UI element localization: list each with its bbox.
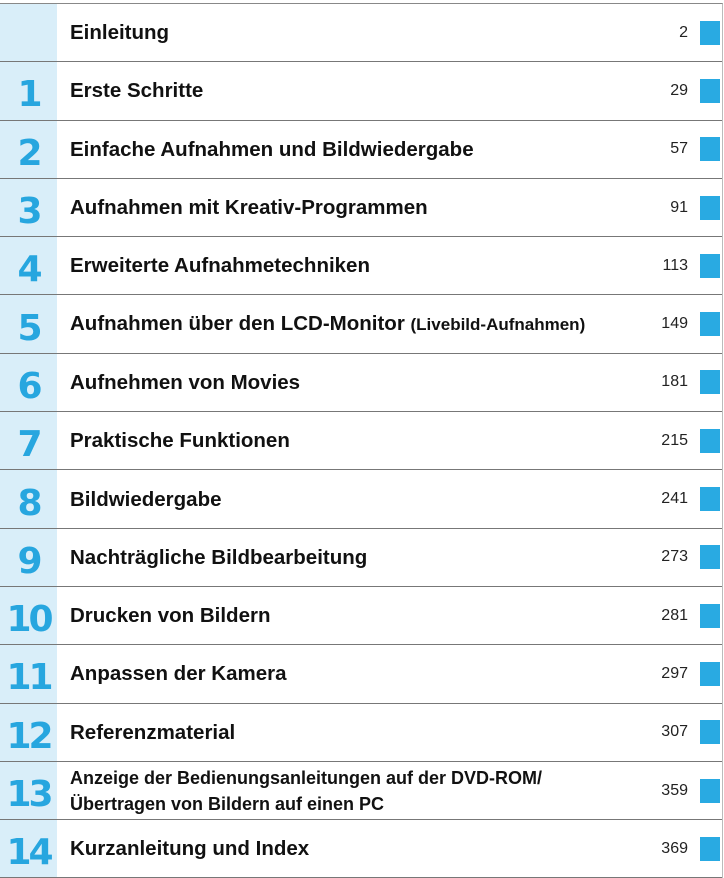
chapter-number: 14 [0,820,57,878]
title-text: Bildwiedergabe [70,487,222,511]
title-line: Übertragen von Bildern auf einen PC [70,793,385,814]
title-text: Anpassen der Kamera [70,662,287,686]
page-number: 181 [661,373,688,391]
toc-row[interactable]: 11 Anpassen der Kamera 297 [0,645,722,704]
chapter-tab [700,661,720,686]
toc-row[interactable]: 1 Erste Schritte 29 [0,62,722,121]
chapter-title: Einleitung [70,19,640,46]
title-text: Einleitung [70,21,170,45]
chapter-number: 10 [0,586,57,645]
title-note: (Livebild-Aufnahmen) [410,315,586,335]
title-text: Drucken von Bildern [70,604,271,628]
chapter-number: 5 [0,295,57,353]
title-text: Aufnahmen über den LCD-Monitor [70,312,405,336]
chapter-title: Anpassen der Kamera [70,660,640,687]
title-text: Erweiterte Aufnahmetechniken [70,254,370,278]
chapter-title: Aufnahmen über den LCD-Monitor (Livebild… [70,310,640,338]
chapter-number [0,4,57,62]
title-text: Kurzanleitung und Index [70,837,310,861]
chapter-title: Anzeige der Bedienungsanleitungen auf de… [70,765,640,817]
toc-row[interactable]: 9 Nachträgliche Bildbearbeitung 273 [0,528,722,587]
toc-row[interactable]: 4 Erweiterte Aufnahmetechniken 113 [0,237,722,296]
chapter-title: Bildwiedergabe [70,486,640,513]
page-number: 215 [661,431,688,449]
chapter-number: 8 [0,470,57,528]
chapter-tab [700,836,720,861]
chapter-tab [700,428,720,453]
toc-row[interactable]: 8 Bildwiedergabe 241 [0,470,722,529]
chapter-number: 13 [0,761,57,820]
title-text: Referenzmaterial [70,720,236,744]
toc-row[interactable]: 7 Praktische Funktionen 215 [0,412,722,471]
page-number: 2 [679,23,688,41]
chapter-number: 1 [0,62,57,120]
page-number: 241 [661,490,688,508]
chapter-title: Drucken von Bildern [70,602,640,629]
chapter-number: 9 [0,528,57,586]
page-number: 307 [661,723,688,741]
toc-row[interactable]: 10 Drucken von Bildern 281 [0,586,722,646]
chapter-tab [700,603,720,628]
page-number: 91 [670,198,688,216]
chapter-title: Praktische Funktionen [70,427,640,454]
chapter-title: Erste Schritte [70,77,640,104]
chapter-tab [700,195,720,220]
chapter-title: Nachträgliche Bildbearbeitung [70,544,640,571]
chapter-title: Referenzmaterial [70,719,640,746]
title-line: Anzeige der Bedienungsanleitungen auf de… [70,767,543,788]
chapter-tab [700,778,720,803]
chapter-number: 12 [0,703,57,761]
chapter-tab [700,487,720,512]
page-number: 297 [661,664,688,682]
toc-row[interactable]: 6 Aufnehmen von Movies 181 [0,353,722,413]
page-number: 149 [661,315,688,333]
chapter-title: Aufnehmen von Movies [70,369,640,396]
chapter-title: Aufnahmen mit Kreativ-Programmen [70,194,640,221]
toc-row[interactable]: 12 Referenzmaterial 307 [0,703,722,762]
chapter-title: Einfache Aufnahmen und Bildwiedergabe [70,136,640,163]
page-number: 273 [661,548,688,566]
chapter-tab [700,545,720,570]
toc-row[interactable]: 14 Kurzanleitung und Index 369 [0,820,722,878]
chapter-tab [700,720,720,745]
chapter-number: 3 [0,178,57,237]
title-text: Nachträgliche Bildbearbeitung [70,545,368,569]
toc-row[interactable]: 13 Anzeige der Bedienungsanleitungen auf … [0,761,722,821]
chapter-number: 6 [0,353,57,412]
title-text: Aufnehmen von Movies [70,370,301,394]
chapter-tab [700,312,720,337]
chapter-tab [700,253,720,278]
chapter-title: Erweiterte Aufnahmetechniken [70,252,640,279]
chapter-tab [700,78,720,103]
title-text: Erste Schritte [70,79,204,103]
chapter-tab [700,370,720,395]
chapter-title: Kurzanleitung und Index [70,835,640,862]
page-number: 29 [670,81,688,99]
chapter-number: 4 [0,237,57,295]
page-number: 113 [662,256,688,274]
toc-row[interactable]: 5 Aufnahmen über den LCD-Monitor (Livebil… [0,295,722,354]
chapter-tab [700,137,720,162]
toc-row[interactable]: 3 Aufnahmen mit Kreativ-Programmen 91 [0,178,722,238]
title-text: Praktische Funktionen [70,429,290,453]
page-number: 281 [661,606,688,624]
toc-row[interactable]: 2 Einfache Aufnahmen und Bildwiedergabe 57 [0,120,722,179]
page-number: 57 [670,140,688,158]
title-text: Einfache Aufnahmen und Bildwiedergabe [70,137,474,161]
toc-row[interactable]: Einleitung 2 [0,4,722,63]
page-number: 359 [661,781,688,799]
title-text: Aufnahmen mit Kreativ-Programmen [70,196,428,220]
page-number: 369 [661,839,688,857]
chapter-tab [700,20,720,45]
table-of-contents: Einleitung 2 1 Erste Schritte 29 2 Einfache Au… [0,3,723,878]
chapter-number: 11 [0,645,57,703]
chapter-number: 2 [0,120,57,178]
chapter-number: 7 [0,412,57,470]
